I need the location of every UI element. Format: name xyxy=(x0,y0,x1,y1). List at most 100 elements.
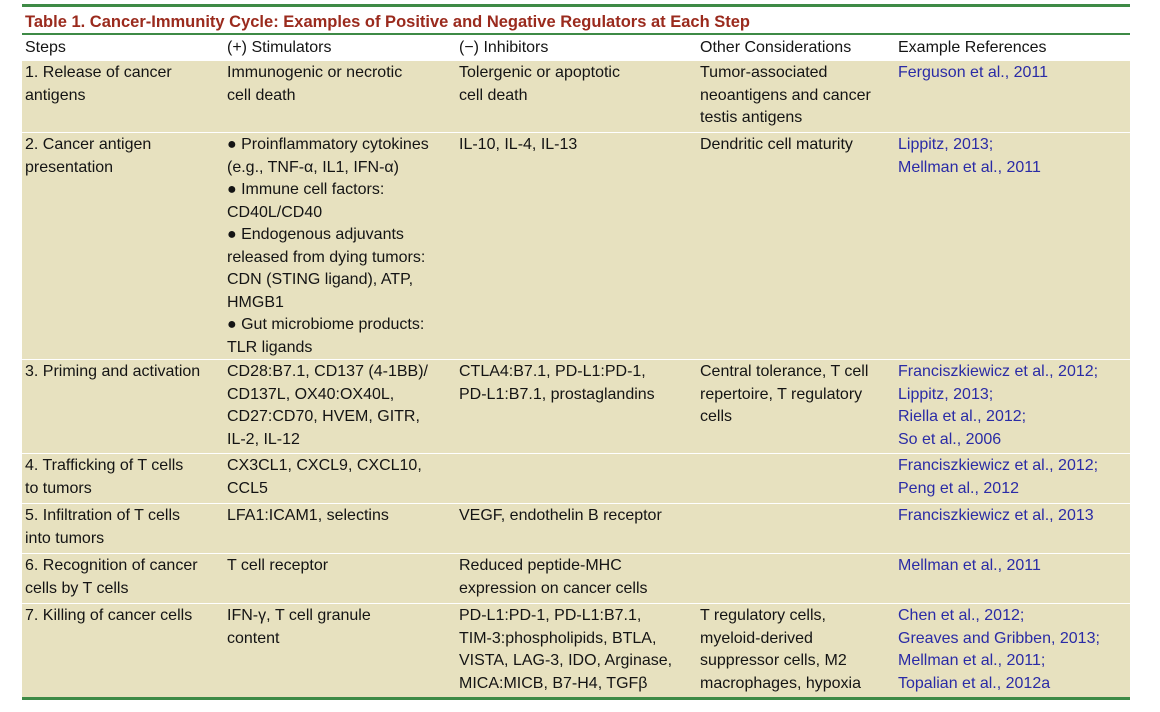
cell-line: PD-L1:PD-1, PD-L1:B7.1, xyxy=(459,607,642,624)
cell-line: CD27:CD70, HVEM, GITR, xyxy=(227,408,420,425)
cell-line: ● Endogenous adjuvants xyxy=(227,226,404,243)
other-considerations-cell: T regulatory cells, myeloid-derived suppre… xyxy=(697,603,895,700)
cell-line: VEGF, endothelin B receptor xyxy=(459,507,662,524)
reference-link[interactable]: Lippitz, 2013; xyxy=(898,385,994,403)
cell-line: 1. Release of cancer xyxy=(25,64,172,81)
inhibitors-cell: Reduced peptide-MHC expression on cancer … xyxy=(456,553,697,604)
cell-line: IFN-γ, T cell granule xyxy=(227,607,371,624)
reference-link[interactable]: Franciszkiewicz et al., 2012; xyxy=(898,363,1099,380)
cell-line: CD137L, OX40:OX40L, xyxy=(227,385,395,403)
reference-link[interactable]: Riella et al., 2012; xyxy=(898,408,1027,425)
cell-line: 6. Recognition of cancer xyxy=(25,557,198,574)
header-row: Steps (+) Stimulators (−) Inhibitors Oth… xyxy=(22,35,1130,61)
cell-line: ● Gut microbiome products: xyxy=(227,316,425,333)
cell-line: PD-L1:B7.1, prostaglandins xyxy=(459,385,655,403)
table-row: 7. Killing of cancer cells IFN-γ, T cell … xyxy=(22,603,1130,700)
stimulators-cell: LFA1:ICAM1, selectins xyxy=(224,503,456,554)
cell-line: ● Proinflammatory cytokines xyxy=(227,136,429,153)
reference-link[interactable]: Mellman et al., 2011 xyxy=(898,557,1041,574)
reference-link[interactable]: Topalian et al., 2012a xyxy=(898,674,1051,692)
cell-line: 3. Priming and activation xyxy=(25,363,201,380)
reference-link[interactable]: Greaves and Gribben, 2013; xyxy=(898,629,1100,647)
cell-line: released from dying tumors: xyxy=(227,248,426,266)
header-other-considerations: Other Considerations xyxy=(697,35,895,61)
cell-line: 7. Killing of cancer cells xyxy=(25,607,193,624)
cell-line: Immunogenic or necrotic xyxy=(227,64,403,81)
step-cell: 1. Release of cancer antigens xyxy=(22,60,224,133)
cell-line: presentation xyxy=(25,158,114,176)
cell-line: Reduced peptide-MHC xyxy=(459,557,622,574)
cell-line: TLR ligands xyxy=(227,338,313,356)
stimulators-cell: CD28:B7.1, CD137 (4-1BB)/ CD137L, OX40:OX… xyxy=(224,359,456,454)
cell-line: content xyxy=(227,629,280,647)
inhibitors-cell: CTLA4:B7.1, PD-L1:PD-1, PD-L1:B7.1, prost… xyxy=(456,359,697,454)
step-cell: 6. Recognition of cancer cells by T cells xyxy=(22,553,224,604)
cell-line: expression on cancer cells xyxy=(459,579,648,597)
cell-line: ● Immune cell factors: xyxy=(227,181,385,198)
reference-link[interactable]: Mellman et al., 2011; xyxy=(898,652,1046,669)
stimulators-cell: ● Proinflammatory cytokines (e.g., TNF-α,… xyxy=(224,132,456,360)
cell-line: into tumors xyxy=(25,529,105,547)
table-row: 4. Trafficking of T cells to tumors CX3CL1… xyxy=(22,453,1130,504)
stimulators-cell: T cell receptor xyxy=(224,553,456,604)
other-considerations-cell xyxy=(697,503,895,554)
reference-link[interactable]: So et al., 2006 xyxy=(898,430,1002,448)
reference-link[interactable]: Peng et al., 2012 xyxy=(898,479,1019,497)
cell-line: IL-10, IL-4, IL-13 xyxy=(459,136,578,153)
table-title: Table 1. Cancer-Immunity Cycle: Examples… xyxy=(25,13,751,31)
reference-link[interactable]: Chen et al., 2012; xyxy=(898,607,1025,624)
references-cell: Mellman et al., 2011 xyxy=(895,553,1130,604)
reference-link[interactable]: Mellman et al., 2011 xyxy=(898,158,1041,176)
inhibitors-cell: VEGF, endothelin B receptor xyxy=(456,503,697,554)
cell-line: macrophages, hypoxia xyxy=(700,674,861,692)
cell-line: antigens xyxy=(25,86,86,104)
inhibitors-cell: IL-10, IL-4, IL-13 xyxy=(456,132,697,360)
cell-line: cells by T cells xyxy=(25,579,129,597)
references-cell: Ferguson et al., 2011 xyxy=(895,60,1130,133)
stimulators-cell: CX3CL1, CXCL9, CXCL10, CCL5 xyxy=(224,453,456,504)
header-steps: Steps xyxy=(22,35,224,61)
header-rule xyxy=(22,33,1130,35)
other-considerations-cell xyxy=(697,553,895,604)
cell-line: (e.g., TNF-α, IL1, IFN-α) xyxy=(227,158,399,176)
cell-line: cell death xyxy=(459,86,528,104)
cell-line: cells xyxy=(700,408,733,425)
cell-line: CD40L/CD40 xyxy=(227,203,323,221)
cell-line: neoantigens and cancer xyxy=(700,86,871,104)
cell-line: 2. Cancer antigen xyxy=(25,136,152,153)
table-row: 5. Infiltration of T cells into tumors LFA… xyxy=(22,503,1130,554)
regulators-table: Steps (+) Stimulators (−) Inhibitors Oth… xyxy=(22,35,1130,700)
table-row: 6. Recognition of cancer cells by T cells… xyxy=(22,553,1130,604)
references-cell: Lippitz, 2013; Mellman et al., 2011 xyxy=(895,132,1130,360)
cell-line: to tumors xyxy=(25,479,92,497)
cell-line: testis antigens xyxy=(700,109,803,126)
inhibitors-cell: PD-L1:PD-1, PD-L1:B7.1, TIM-3:phospholipi… xyxy=(456,603,697,700)
reference-link[interactable]: Ferguson et al., 2011 xyxy=(898,64,1049,81)
references-cell: Franciszkiewicz et al., 2013 xyxy=(895,503,1130,554)
cell-line: 5. Infiltration of T cells xyxy=(25,507,181,524)
reference-link[interactable]: Franciszkiewicz et al., 2013 xyxy=(898,507,1094,524)
table-body: 1. Release of cancer antigens Immunogenic … xyxy=(22,60,1130,700)
reference-link[interactable]: Lippitz, 2013; xyxy=(898,136,994,153)
references-cell: Franciszkiewicz et al., 2012; Peng et al.… xyxy=(895,453,1130,504)
cell-line: T regulatory cells, xyxy=(700,607,826,624)
header-inhibitors: (−) Inhibitors xyxy=(456,35,697,61)
cell-line: MICA:MICB, B7-H4, TGFβ xyxy=(459,674,648,692)
cell-line: Central tolerance, T cell xyxy=(700,363,869,380)
step-cell: 3. Priming and activation xyxy=(22,359,224,454)
cell-line: IL-2, IL-12 xyxy=(227,430,300,448)
other-considerations-cell: Tumor-associated neoantigens and cancer te… xyxy=(697,60,895,133)
cell-line: HMGB1 xyxy=(227,293,284,311)
other-considerations-cell: Central tolerance, T cell repertoire, T r… xyxy=(697,359,895,454)
cell-line: CX3CL1, CXCL9, CXCL10, xyxy=(227,457,422,474)
cell-line: TIM-3:phospholipids, BTLA, xyxy=(459,629,657,647)
table-row: 3. Priming and activation CD28:B7.1, CD13… xyxy=(22,359,1130,454)
references-cell: Chen et al., 2012; Greaves and Gribben, 2… xyxy=(895,603,1130,700)
reference-link[interactable]: Franciszkiewicz et al., 2012; xyxy=(898,457,1099,474)
inhibitors-cell: Tolergenic or apoptotic cell death xyxy=(456,60,697,133)
cell-line: Dendritic cell maturity xyxy=(700,136,853,153)
cell-line: 4. Trafficking of T cells xyxy=(25,457,184,474)
cell-line: T cell receptor xyxy=(227,557,329,574)
cell-line: repertoire, T regulatory xyxy=(700,385,863,403)
table-row: 2. Cancer antigen presentation ● Proinflam… xyxy=(22,132,1130,360)
